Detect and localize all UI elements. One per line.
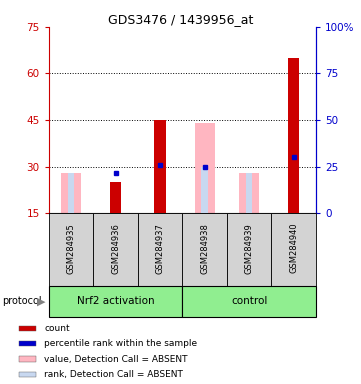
Text: GDS3476 / 1439956_at: GDS3476 / 1439956_at xyxy=(108,13,253,26)
Text: GSM284939: GSM284939 xyxy=(245,223,253,273)
Bar xyxy=(49,213,93,286)
Bar xyxy=(49,286,182,317)
Text: rank, Detection Call = ABSENT: rank, Detection Call = ABSENT xyxy=(44,370,183,379)
Text: control: control xyxy=(231,296,267,306)
Bar xyxy=(182,213,227,286)
Text: value, Detection Call = ABSENT: value, Detection Call = ABSENT xyxy=(44,354,188,364)
Bar xyxy=(19,372,36,377)
Bar xyxy=(138,213,182,286)
Bar xyxy=(19,326,36,331)
Text: protocol: protocol xyxy=(2,296,42,306)
Bar xyxy=(61,173,81,213)
Text: Nrf2 activation: Nrf2 activation xyxy=(77,296,155,306)
Text: count: count xyxy=(44,324,70,333)
Bar xyxy=(110,182,121,213)
Bar xyxy=(271,213,316,286)
Text: GSM284936: GSM284936 xyxy=(111,223,120,273)
Bar xyxy=(19,341,36,346)
Bar xyxy=(68,173,74,213)
Bar xyxy=(288,58,299,213)
Text: GSM284938: GSM284938 xyxy=(200,223,209,273)
Bar xyxy=(195,123,214,213)
Bar xyxy=(93,213,138,286)
Bar xyxy=(19,356,36,362)
Text: percentile rank within the sample: percentile rank within the sample xyxy=(44,339,197,348)
Bar xyxy=(155,120,166,213)
Text: GSM284937: GSM284937 xyxy=(156,223,165,273)
Bar xyxy=(239,173,259,213)
Bar xyxy=(201,167,208,213)
Text: ▶: ▶ xyxy=(37,296,46,306)
Text: GSM284935: GSM284935 xyxy=(66,223,75,273)
Bar xyxy=(246,173,252,213)
Bar xyxy=(182,286,316,317)
Bar xyxy=(227,213,271,286)
Text: GSM284940: GSM284940 xyxy=(289,223,298,273)
